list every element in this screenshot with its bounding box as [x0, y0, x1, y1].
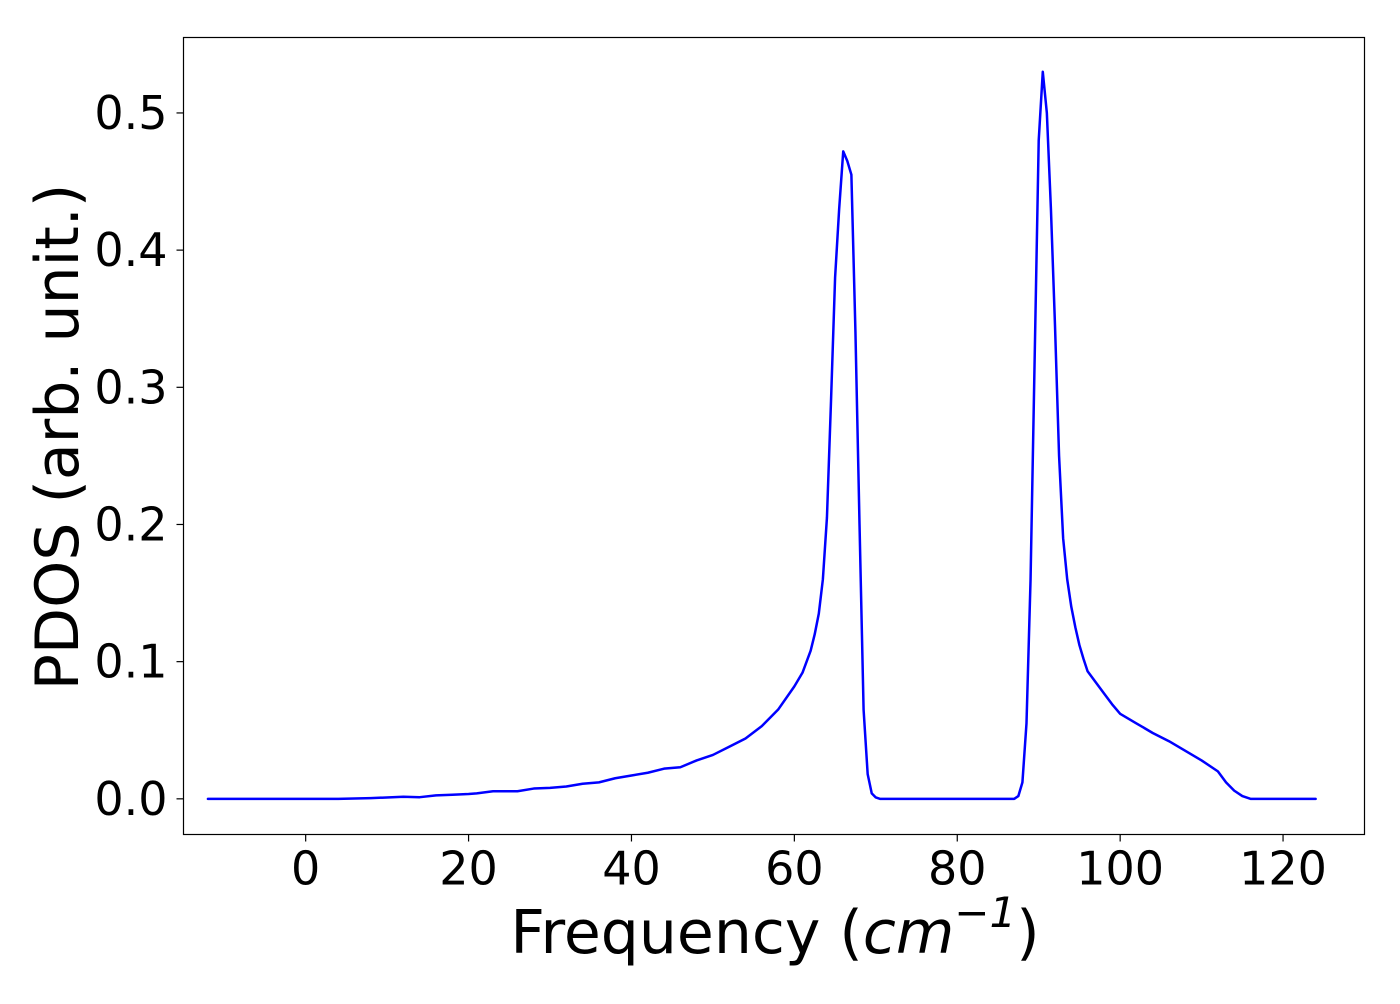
x-axis-title-exponent: −1	[954, 888, 1016, 937]
y-axis-title: PDOS (arb. unit.)	[23, 184, 93, 691]
y-tick-label: 0.0	[94, 772, 167, 826]
x-axis-title-close: )	[1016, 898, 1039, 968]
y-tick-label: 0.1	[94, 635, 167, 689]
x-tick-label: 60	[765, 842, 824, 896]
x-axis-title-unit: cm	[863, 898, 954, 968]
y-tick-label: 0.2	[94, 497, 167, 551]
x-tick-label: 40	[602, 842, 661, 896]
x-axis-title-text: Frequency (	[510, 898, 862, 968]
y-axis-ticks: 0.0 0.1 0.2 0.3 0.4 0.5	[94, 86, 184, 826]
plot-frame	[182, 36, 1366, 836]
x-tick-label: 80	[928, 842, 987, 896]
series-line-0	[206, 70, 1317, 801]
x-tick-label: 0	[291, 842, 320, 896]
x-axis-ticks: 0 20 40 60 80 100 120	[291, 834, 1327, 896]
y-tick-label: 0.5	[94, 86, 167, 140]
y-tick-label: 0.4	[94, 223, 167, 277]
x-tick-label: 20	[439, 842, 498, 896]
y-tick-label: 0.3	[94, 360, 167, 414]
x-tick-label: 100	[1076, 842, 1164, 896]
series-layer	[206, 70, 1317, 801]
x-axis-title: Frequency (cm−1)	[510, 888, 1039, 968]
x-tick-label: 120	[1239, 842, 1327, 896]
